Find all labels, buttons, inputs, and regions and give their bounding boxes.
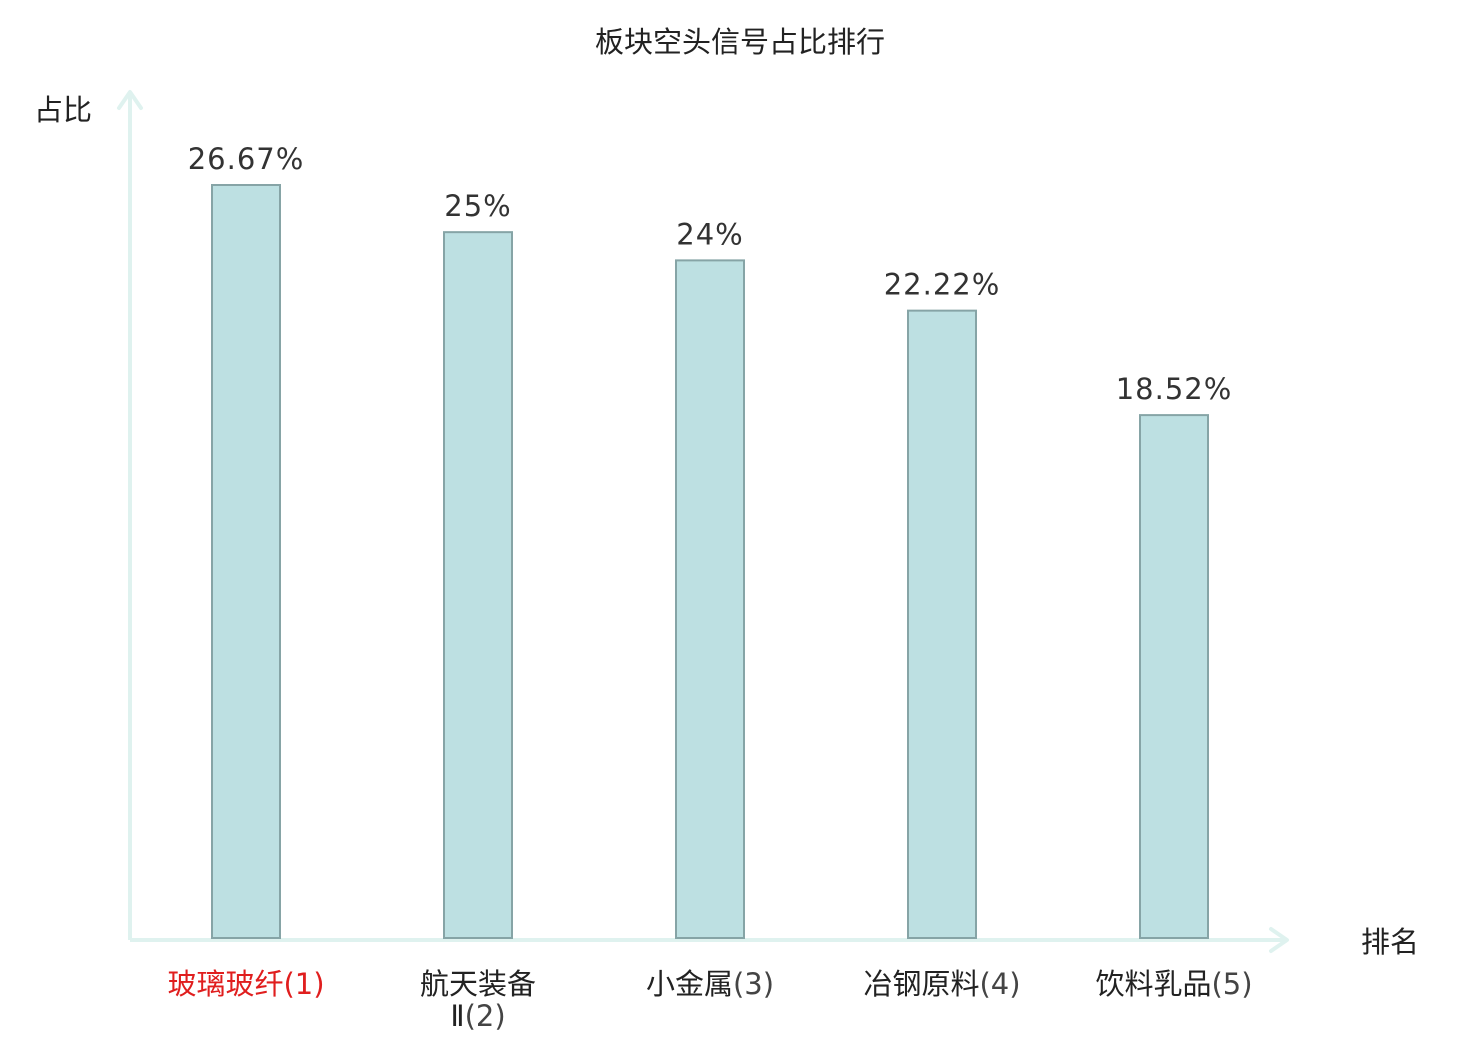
category-label-4: 冶钢原料(4) [863,967,1020,1001]
value-label-1: 26.67% [188,142,305,176]
category-rank: (2) [465,999,506,1033]
value-label-5: 18.52% [1116,372,1233,406]
x-axis-label: 排名 [1361,925,1419,959]
category-name: 航天装备 [420,967,536,1001]
category-rank: (1) [283,967,324,1001]
category-rank: (3) [733,967,774,1001]
value-label-2: 25% [444,189,511,223]
category-label-1: 玻璃玻纤(1) [167,967,324,1001]
y-axis-arrow [117,90,143,110]
category-name: 饮料乳品(5) [1095,967,1252,1001]
category-name-suffix: Ⅱ(2) [450,999,505,1033]
category-rank: (5) [1211,967,1252,1001]
category-name: 小金属(3) [646,967,774,1001]
bars [211,184,1209,939]
category-rank: (4) [979,967,1020,1001]
value-label-4: 22.22% [884,268,1001,302]
bar-2 [443,231,513,939]
bar-1 [211,184,281,939]
bar-3 [675,259,745,939]
category-text: 玻璃玻纤 [167,967,283,1001]
bar-5 [1139,414,1209,939]
axes [117,90,1289,953]
category-label-3: 小金属(3) [646,967,774,1001]
value-labels: 26.67% 25% 24% 22.22% 18.52% [188,142,1233,406]
category-text: 饮料乳品 [1095,967,1211,1001]
chart-title: 板块空头信号占比排行 [595,25,885,59]
value-label-3: 24% [676,217,743,251]
x-axis-arrow [1269,927,1289,953]
category-label-5: 饮料乳品(5) [1095,967,1252,1001]
category-suffix: Ⅱ [450,999,464,1033]
category-name: 冶钢原料(4) [863,967,1020,1001]
category-text: 冶钢原料 [863,967,979,1001]
category-name: 玻璃玻纤(1) [167,967,324,1001]
category-text: 小金属 [646,967,733,1001]
bar-4 [907,309,977,939]
y-axis-label: 占比 [34,93,92,127]
